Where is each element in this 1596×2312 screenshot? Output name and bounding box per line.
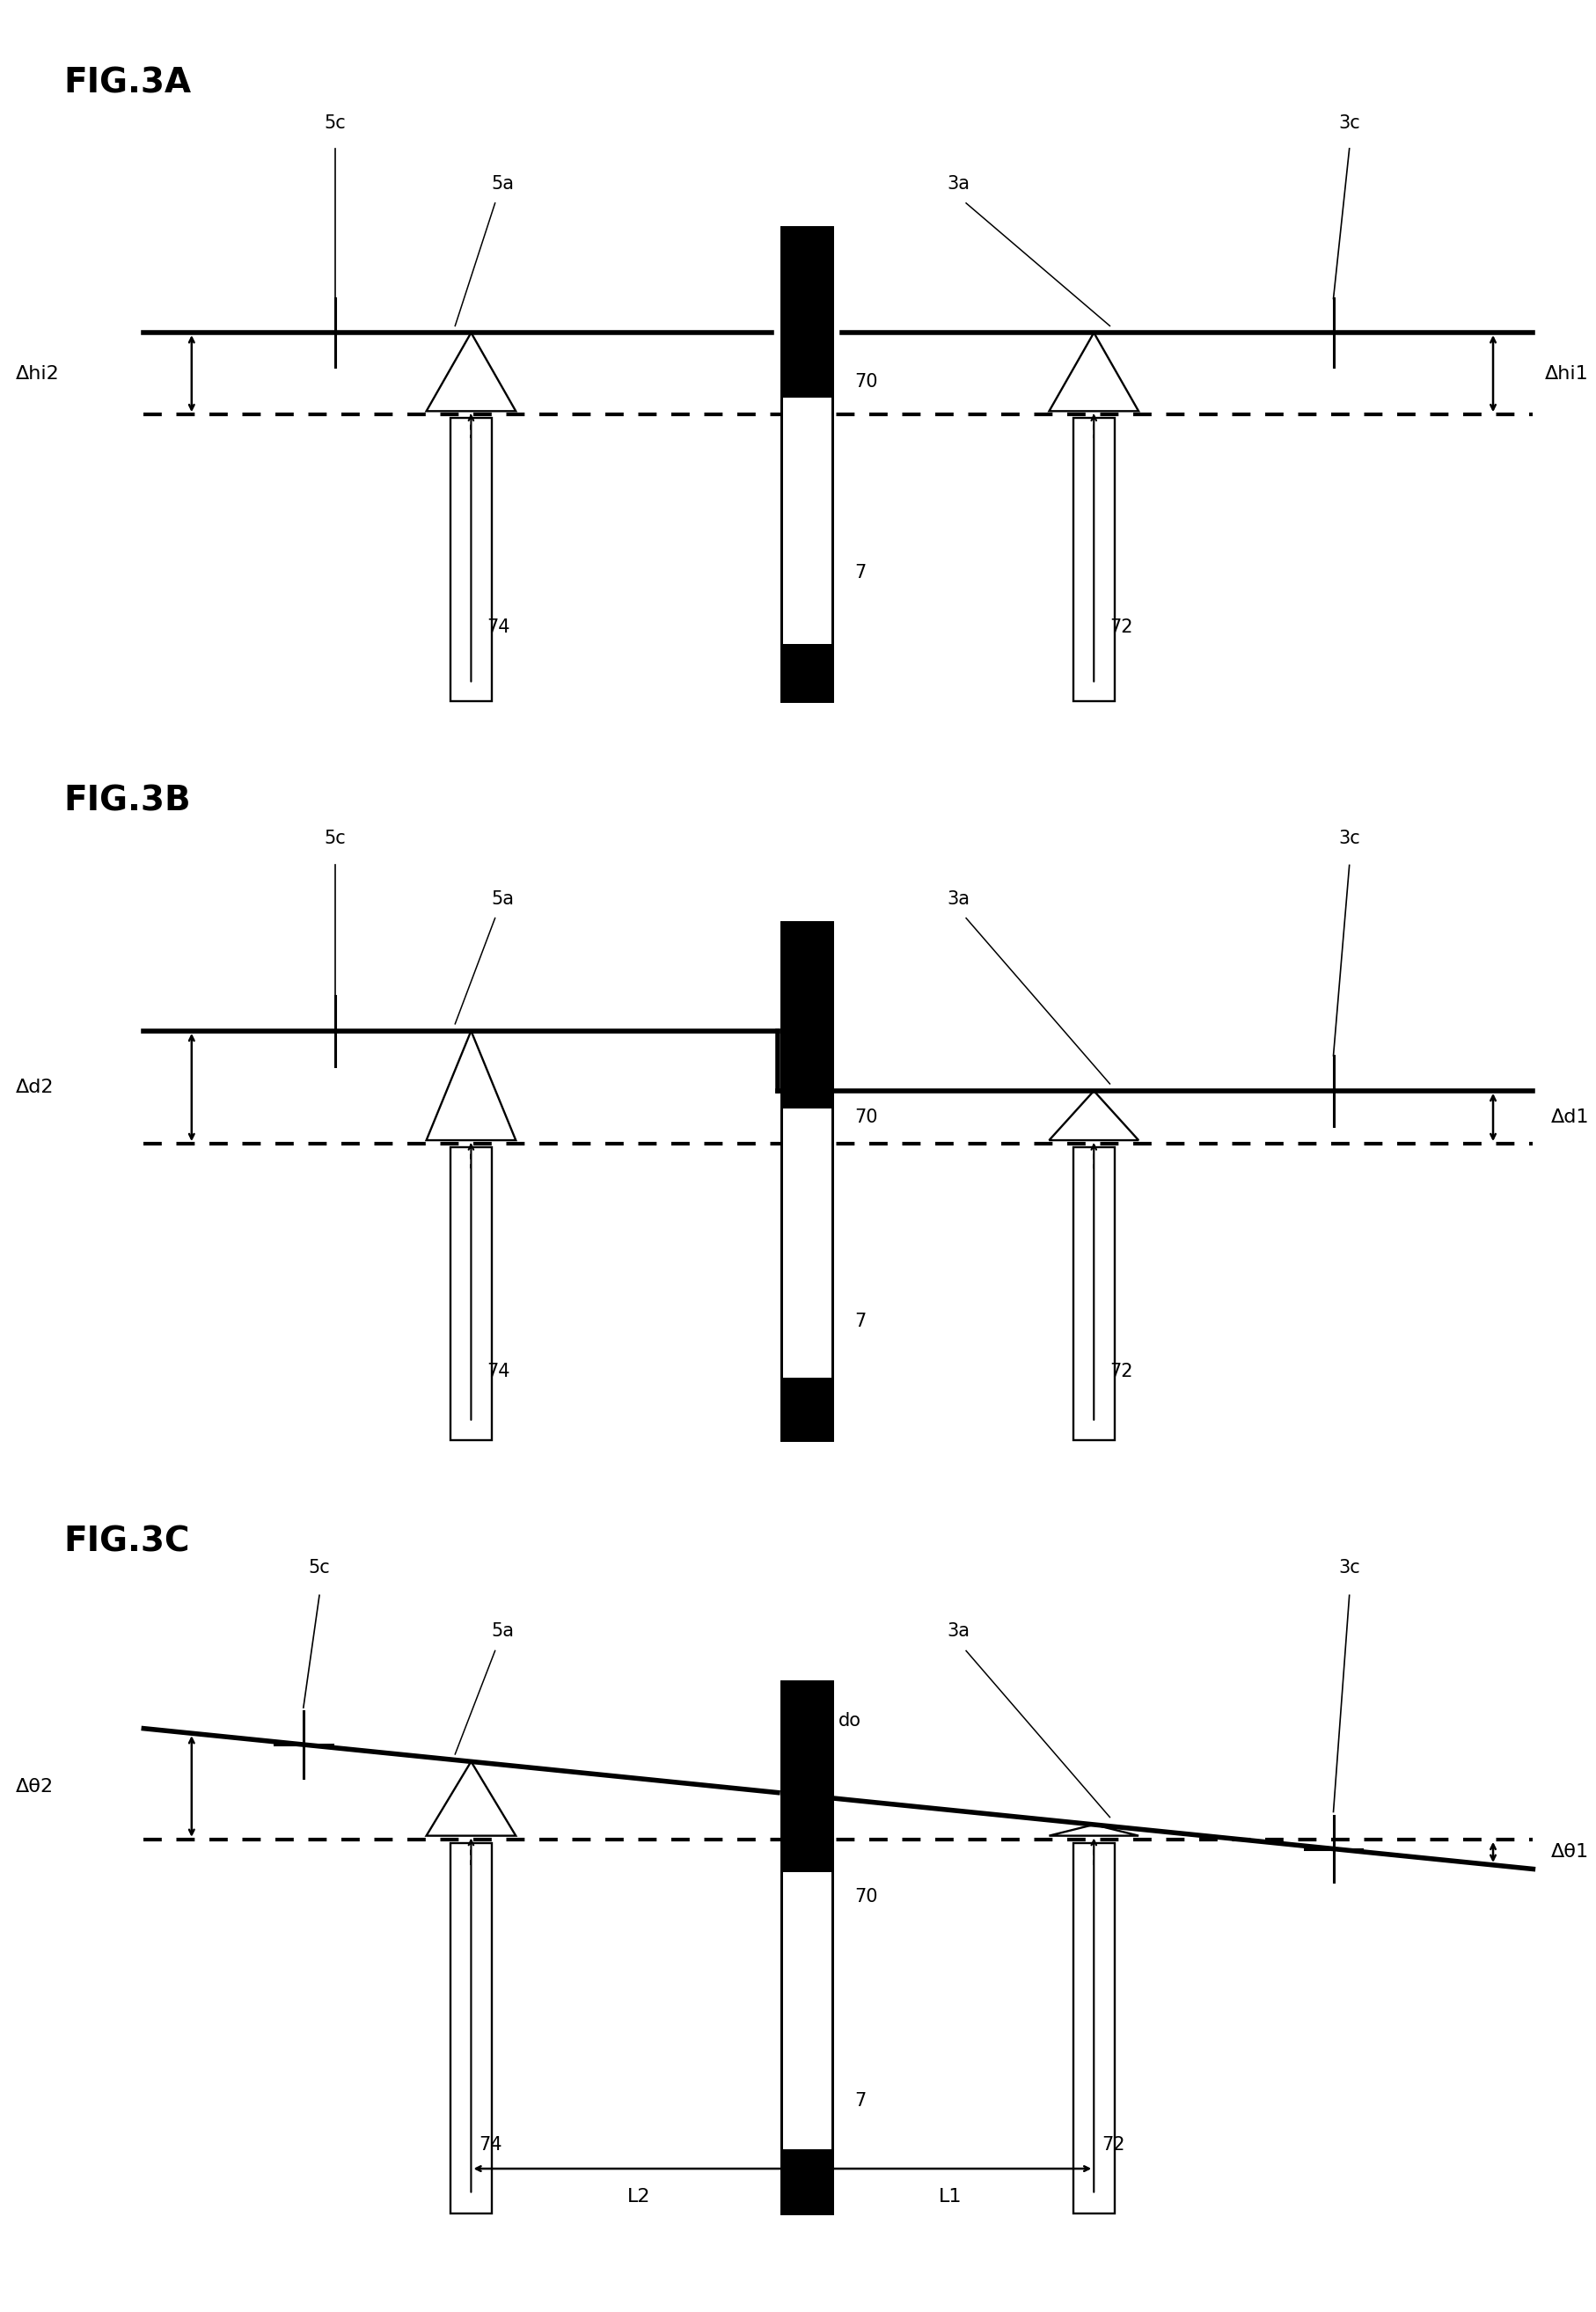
- Bar: [780, 1681, 832, 1873]
- Text: FIG.3A: FIG.3A: [64, 67, 192, 99]
- Bar: [780, 227, 832, 398]
- Bar: [450, 1147, 492, 1440]
- Text: 5a: 5a: [492, 890, 514, 909]
- Text: FIG.3B: FIG.3B: [64, 784, 192, 818]
- Bar: [780, 2150, 832, 2213]
- Text: 74: 74: [487, 1362, 511, 1380]
- Bar: [780, 645, 832, 701]
- Text: 72: 72: [1101, 2136, 1125, 2155]
- Text: 74: 74: [479, 2136, 503, 2155]
- Text: 70: 70: [854, 1889, 878, 1905]
- Text: do: do: [838, 1713, 860, 1729]
- Text: 74: 74: [487, 620, 511, 636]
- Text: 7: 7: [854, 1313, 865, 1332]
- Text: 5c: 5c: [324, 830, 346, 849]
- Text: 70: 70: [854, 1107, 878, 1126]
- Bar: [780, 1681, 832, 2213]
- Bar: [450, 1843, 492, 2213]
- Text: L2: L2: [627, 2187, 650, 2206]
- Bar: [1073, 1147, 1114, 1440]
- Text: Δθ2: Δθ2: [16, 1778, 54, 1794]
- Bar: [780, 922, 832, 1440]
- Bar: [780, 227, 832, 701]
- Text: FIG.3C: FIG.3C: [64, 1526, 190, 1558]
- Bar: [1073, 418, 1114, 701]
- Text: 7: 7: [854, 564, 865, 583]
- Text: 5c: 5c: [308, 1558, 330, 1577]
- Text: Δθ1: Δθ1: [1550, 1843, 1588, 1861]
- Text: 3c: 3c: [1337, 113, 1360, 132]
- Text: Δd2: Δd2: [16, 1077, 54, 1096]
- Text: 72: 72: [1109, 620, 1133, 636]
- Text: L1: L1: [938, 2187, 961, 2206]
- Text: 5c: 5c: [324, 113, 346, 132]
- Text: 72: 72: [1109, 1362, 1133, 1380]
- Bar: [780, 1681, 832, 2213]
- Text: 3a: 3a: [946, 1623, 969, 1639]
- Bar: [1073, 1843, 1114, 2213]
- Text: 3a: 3a: [946, 176, 969, 192]
- Text: 5a: 5a: [492, 176, 514, 192]
- Text: Δhi1: Δhi1: [1545, 365, 1588, 381]
- Bar: [780, 227, 832, 701]
- Text: 3a: 3a: [946, 890, 969, 909]
- Text: Δhi2: Δhi2: [16, 365, 59, 381]
- Bar: [780, 1378, 832, 1440]
- Text: 3c: 3c: [1337, 1558, 1360, 1577]
- Text: 5a: 5a: [492, 1623, 514, 1639]
- Text: Δd1: Δd1: [1550, 1107, 1588, 1126]
- Bar: [780, 922, 832, 1107]
- Text: 70: 70: [854, 372, 878, 391]
- Bar: [450, 418, 492, 701]
- Text: 3c: 3c: [1337, 830, 1360, 849]
- Bar: [780, 922, 832, 1440]
- Text: 7: 7: [854, 2092, 865, 2109]
